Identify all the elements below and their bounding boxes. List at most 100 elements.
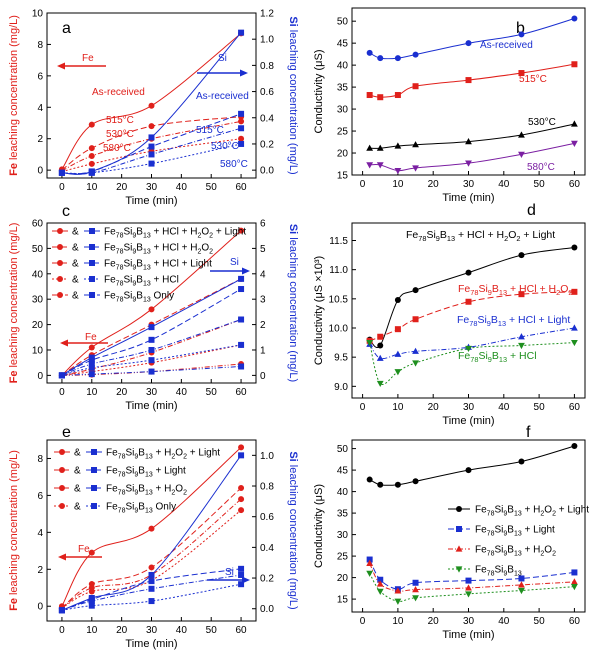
data-point <box>366 559 374 567</box>
annotation: 530°C <box>211 141 239 152</box>
x-tick-label: 60 <box>236 625 248 636</box>
y-right-tick-label: 6 <box>260 219 266 230</box>
data-point <box>377 333 384 340</box>
y-tick-label: 9.0 <box>334 382 348 393</box>
data-point <box>148 123 155 130</box>
data-point <box>88 371 95 378</box>
x-tick-label: 0 <box>59 625 65 636</box>
annotation: As-received <box>196 91 249 102</box>
data-point <box>148 346 155 353</box>
annotation-si: Si <box>218 53 227 64</box>
data-point <box>148 306 155 313</box>
series-label: 530°C <box>528 117 556 128</box>
panel-letter: a <box>62 20 71 37</box>
data-point <box>58 607 65 614</box>
y-tick-label: 40 <box>32 269 44 280</box>
y-right-tick-label: 0.6 <box>260 512 274 523</box>
y-tick-label: 0 <box>37 166 43 177</box>
data-point <box>571 584 578 591</box>
data-point <box>518 333 525 340</box>
data-point <box>394 369 402 376</box>
data-point <box>412 586 419 593</box>
data-point <box>465 269 472 276</box>
x-tick-label: 30 <box>146 182 158 193</box>
y-axis-label-right: Si leaching concentration (mg/L) <box>287 451 299 609</box>
annotation-fe: Fe <box>82 53 94 64</box>
x-tick-label: 0 <box>59 182 65 193</box>
legend-marker <box>455 545 463 552</box>
x-axis-label: Time (min) <box>442 192 494 204</box>
data-point <box>394 297 401 303</box>
y-tick-label: 10.5 <box>329 294 349 305</box>
series-line <box>61 363 242 376</box>
data-point <box>88 153 95 159</box>
data-point <box>377 576 384 583</box>
data-point <box>238 565 245 572</box>
x-tick-label: 40 <box>498 179 510 190</box>
data-point <box>238 444 245 451</box>
data-point <box>88 160 95 167</box>
data-point <box>465 467 472 474</box>
x-tick-label: 40 <box>498 616 510 627</box>
data-point <box>394 326 401 333</box>
y-tick-label: 8 <box>37 40 43 51</box>
x-tick-label: 0 <box>360 616 366 627</box>
data-point <box>148 564 155 571</box>
y-axis-label-right: Si leaching concentration (mg/L) <box>287 224 299 382</box>
data-point <box>238 341 245 348</box>
x-tick-label: 60 <box>236 387 248 398</box>
data-point <box>465 160 472 167</box>
data-point <box>518 458 525 465</box>
panel-letter: c <box>62 203 70 220</box>
y-tick-label: 25 <box>337 127 349 138</box>
legend-marker <box>91 503 97 509</box>
y-tick-label: 35 <box>337 509 349 520</box>
y-tick-label: 20 <box>337 149 349 160</box>
data-point <box>465 345 472 353</box>
y-right-tick-label: 1 <box>260 345 266 356</box>
y-right-tick-label: 0.2 <box>260 574 274 585</box>
data-point <box>465 577 472 584</box>
data-point <box>394 168 402 175</box>
data-point <box>376 580 384 587</box>
series-line <box>61 583 242 611</box>
panel-d: 0 10 20 30 40 50 60 Time (min) 9.0 9.5 10.0 10.5 11.… <box>313 202 586 427</box>
data-point <box>518 342 525 350</box>
series-line <box>61 143 242 174</box>
series-line <box>61 344 242 376</box>
data-point <box>465 584 472 591</box>
data-point <box>571 443 578 450</box>
plot-frame <box>351 7 586 176</box>
series-line <box>61 288 242 376</box>
series-label: Fe78Si9B13 + HCl <box>458 350 537 364</box>
data-point <box>571 324 578 331</box>
data-point <box>148 578 155 585</box>
legend-marker <box>456 526 462 532</box>
data-point <box>238 140 245 147</box>
x-tick-label: 60 <box>236 182 248 193</box>
y-tick-label: 35 <box>337 83 349 94</box>
data-point <box>571 244 578 251</box>
data-point <box>366 144 374 151</box>
y-axis-label-left: Fe leaching concentration (mg/L) <box>8 450 20 611</box>
y-right-tick-label: 1.0 <box>260 451 274 462</box>
data-point <box>148 134 155 141</box>
legend-label: Fe78Si9B13 + H2O2 <box>106 484 187 497</box>
panel-letter: b <box>516 20 525 37</box>
series-line <box>61 366 242 376</box>
legend-marker <box>59 503 65 509</box>
x-tick-label: 10 <box>86 182 98 193</box>
panel-a: 0 10 20 30 40 50 60 Time (min) 0 2 4 6 8 10 Fe leachin… <box>8 9 299 208</box>
y-tick-label: 11.0 <box>329 265 348 276</box>
data-point <box>238 118 245 125</box>
legend-marker <box>57 244 63 250</box>
panel-letter: f <box>526 424 531 441</box>
data-point <box>376 162 384 169</box>
series-label: Fe78Si9B13 + HCl + Light <box>457 314 570 328</box>
series-line <box>61 574 242 611</box>
y-tick-label: 2 <box>37 565 43 576</box>
series-label: As-received <box>480 40 533 51</box>
data-point <box>377 55 384 62</box>
data-point <box>394 481 401 488</box>
